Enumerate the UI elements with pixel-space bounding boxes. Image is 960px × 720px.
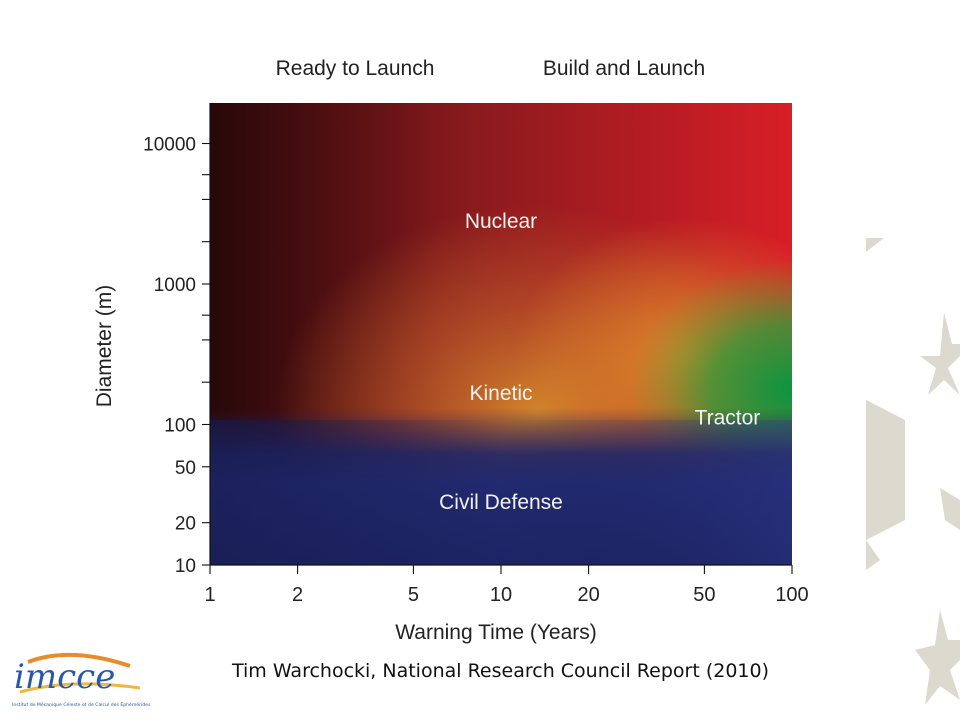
y-tick-label: 1000 — [154, 275, 196, 296]
region-label-tractor: Tractor — [695, 407, 761, 430]
y-tick-label: 10 — [175, 556, 196, 577]
x-axis-title: Warning Time (Years) — [395, 621, 597, 644]
x-tick-label: 5 — [408, 584, 419, 606]
region-label-kinetic: Kinetic — [469, 382, 532, 405]
svg-text:Institut de Mécanique Céleste: Institut de Mécanique Céleste et de Calc… — [12, 700, 151, 708]
x-tick-label: 2 — [292, 584, 303, 606]
x-ticks: 1 2 5 10 20 50 100 — [204, 565, 809, 606]
x-tick-label: 100 — [775, 584, 808, 606]
y-axis-title: Diameter (m) — [93, 285, 116, 408]
heatmap-area — [210, 103, 792, 565]
region-label-nuclear: Nuclear — [465, 210, 537, 233]
region-labels: Nuclear Kinetic Tractor Civil Defense — [439, 210, 760, 514]
x-tick-label: 50 — [693, 584, 715, 606]
y-tick-label: 50 — [175, 458, 196, 479]
y-ticks: 10 20 50 100 1000 10000 — [143, 135, 210, 577]
svg-text:imcce: imcce — [14, 657, 115, 697]
y-tick-label: 100 — [164, 416, 196, 437]
region-label-civil-defense: Civil Defense — [439, 491, 563, 514]
imcce-logo: imcce Institut de Mécanique Céleste et d… — [12, 652, 151, 708]
decorative-stars — [866, 238, 960, 705]
x-tick-label: 1 — [204, 584, 215, 606]
y-tick-label: 10000 — [143, 135, 196, 156]
x-tick-label: 20 — [577, 584, 599, 606]
x-tick-label: 10 — [490, 584, 512, 606]
y-tick-label: 20 — [175, 514, 196, 535]
top-label-build: Build and Launch — [543, 57, 705, 80]
source-caption: Tim Warchocki, National Research Council… — [232, 660, 770, 682]
top-label-ready: Ready to Launch — [276, 57, 435, 80]
